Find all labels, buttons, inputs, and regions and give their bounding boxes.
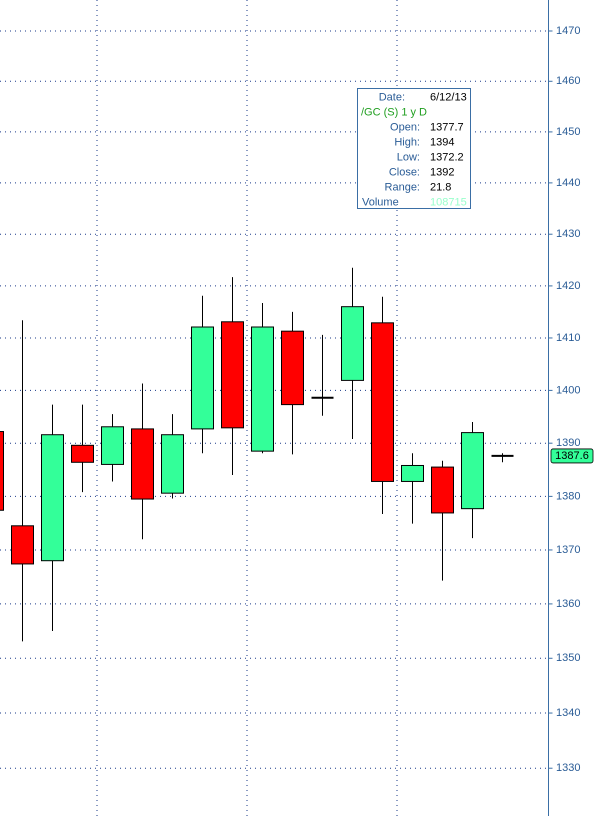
- y-tick-label: 1350: [556, 652, 580, 664]
- y-tick-label: 1330: [556, 762, 580, 774]
- tooltip-label: Close:: [389, 166, 420, 178]
- candle-body: [281, 330, 304, 406]
- candle-body: [41, 434, 64, 562]
- tooltip-label: High:: [394, 136, 420, 148]
- tooltip-label: Range:: [385, 181, 420, 193]
- candle-body: [11, 525, 34, 565]
- candle-body: [251, 326, 274, 452]
- tooltip-value: 1392: [430, 166, 454, 178]
- y-tick-label: 1400: [556, 384, 580, 396]
- y-tick-label: 1390: [556, 437, 580, 449]
- candle-body: [401, 464, 424, 482]
- tooltip-label: Open:: [390, 121, 420, 133]
- last-price-label: 1387.6: [555, 450, 589, 462]
- tooltip-value: 1377.7: [430, 121, 464, 133]
- y-tick-label: 1460: [556, 75, 580, 87]
- tooltip-symbol: /GC (S) 1 y D: [361, 106, 427, 118]
- tooltip-value: 6/12/13: [430, 91, 467, 103]
- candle-body: [101, 426, 124, 465]
- tooltip-value: 1394: [430, 136, 454, 148]
- tooltip-label: Low:: [397, 151, 420, 163]
- candle-body: [0, 431, 4, 511]
- tooltip-value: 108715: [430, 196, 467, 208]
- y-tick-label: 1340: [556, 707, 580, 719]
- y-tick-label: 1360: [556, 598, 580, 610]
- candle-body: [431, 466, 454, 514]
- y-tick-label: 1410: [556, 332, 580, 344]
- candle-body: [461, 432, 484, 510]
- y-tick-label: 1440: [556, 177, 580, 189]
- y-tick-label: 1370: [556, 544, 580, 556]
- last-price-tag: [550, 448, 594, 464]
- tooltip: [357, 88, 471, 209]
- candle-body: [191, 326, 214, 430]
- tooltip-value: 21.8: [430, 181, 451, 193]
- candle-body: [131, 428, 154, 500]
- candle-body: [371, 322, 394, 482]
- tooltip-label: Date:: [379, 91, 405, 103]
- y-tick-label: 1380: [556, 490, 580, 502]
- tooltip-label: Volume: [362, 196, 399, 208]
- y-tick-label: 1470: [556, 25, 580, 37]
- candle-body: [341, 306, 364, 381]
- y-tick-label: 1450: [556, 126, 580, 138]
- tooltip-value: 1372.2: [430, 151, 464, 163]
- y-tick-label: 1430: [556, 228, 580, 240]
- candle-body: [161, 434, 184, 494]
- candle-body: [221, 321, 244, 429]
- candle-body: [71, 444, 94, 463]
- y-tick-label: 1420: [556, 280, 580, 292]
